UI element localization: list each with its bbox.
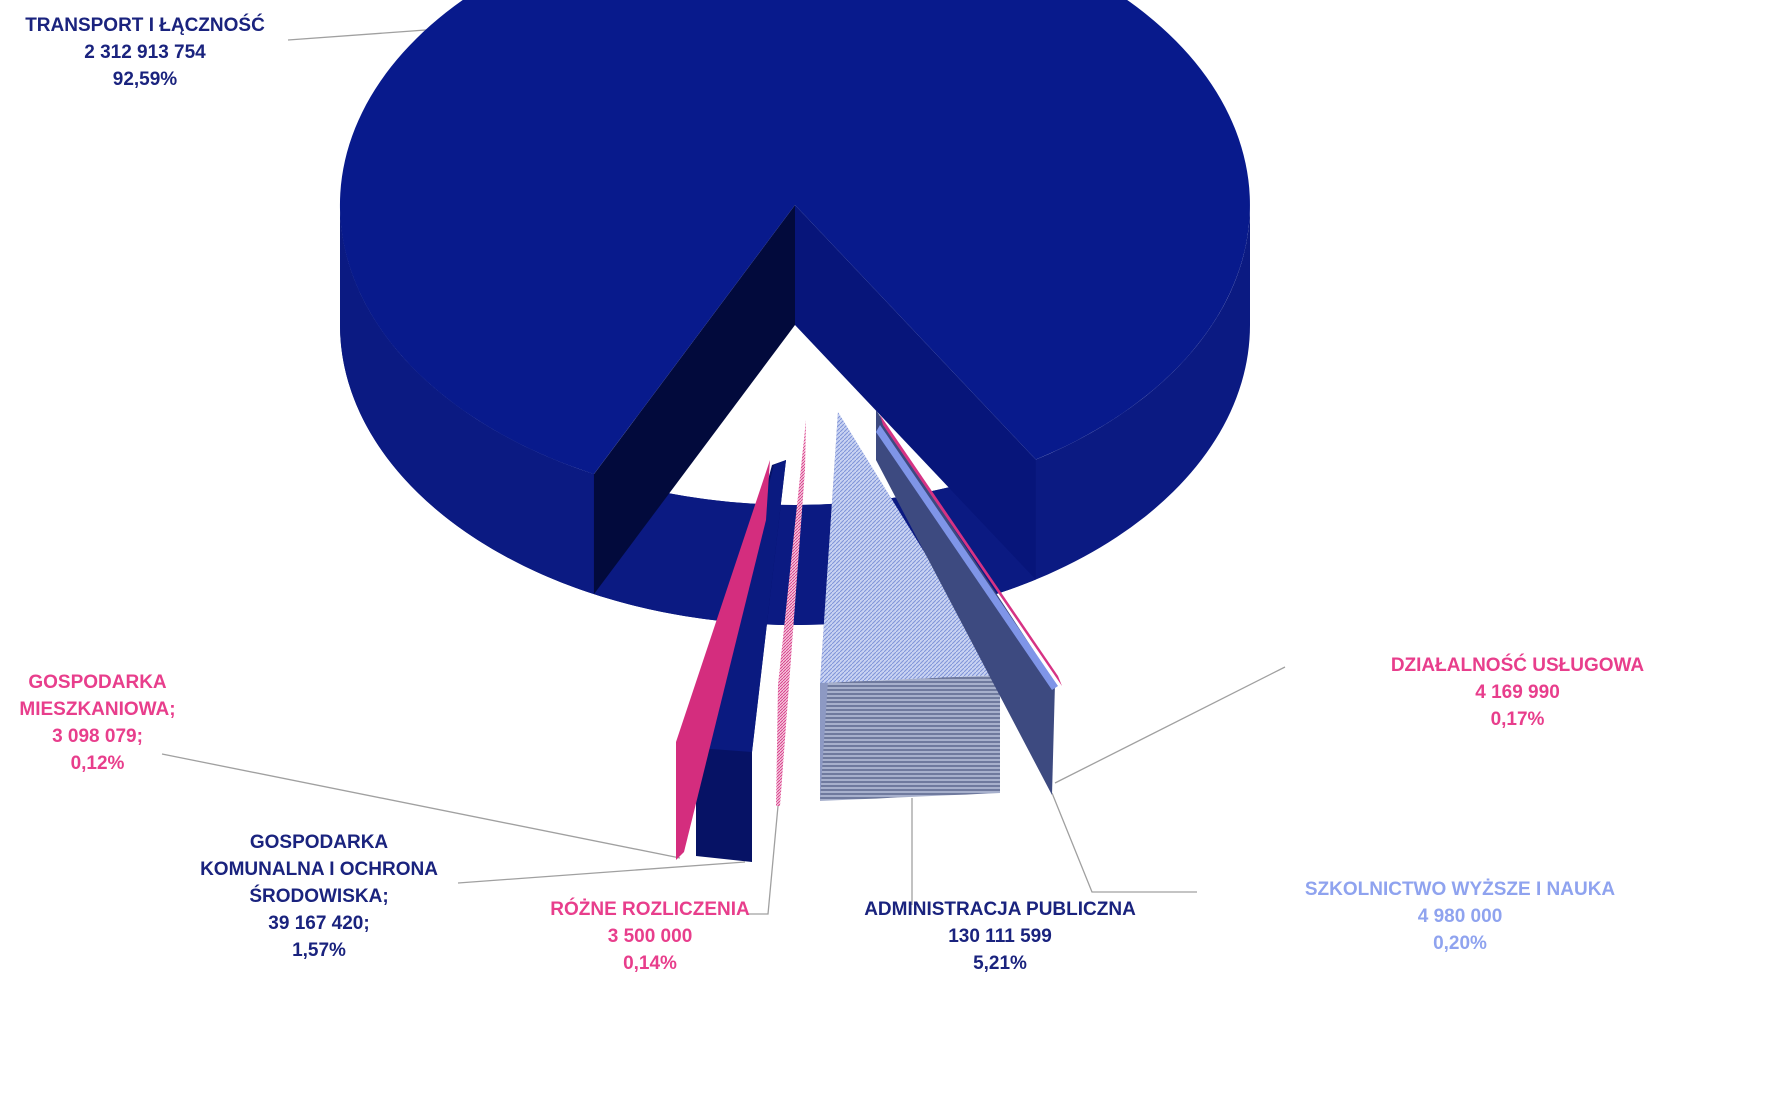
slice-rozne xyxy=(776,420,806,806)
slice-name: KOMUNALNA I OCHRONA xyxy=(200,859,438,880)
slice-value: 3 098 079; xyxy=(52,726,143,747)
slice-cut-right xyxy=(593,205,795,595)
slice-label: DZIAŁALNOŚĆ USŁUGOWA 4 169 990 0,17% xyxy=(1268,652,1767,733)
slice-name: GOSPODARKA xyxy=(249,832,389,853)
leader-line-6 xyxy=(161,753,681,859)
slice-label: SZKOLNICTWO WYŻSZE I NAUKA 4 980 000 0,20% xyxy=(1175,876,1745,957)
slice-cut-left xyxy=(795,205,1036,580)
slice-value: 4 169 990 xyxy=(1475,682,1560,703)
slice-label: GOSPODARKA KOMUNALNA I OCHRONA ŚRODOWISKA;… xyxy=(178,829,460,964)
slice-value: 3 500 000 xyxy=(607,926,693,947)
pie-slices xyxy=(340,0,1250,862)
slice-mieszkaniowa xyxy=(676,460,770,860)
slice-administracja-side xyxy=(876,410,1055,795)
slice-name: MIESZKANIOWA; xyxy=(19,699,176,720)
slice-label: TRANSPORT I ŁĄCZNOŚĆ 2 312 913 754 92,59% xyxy=(0,12,290,93)
slice-percent: 0,12% xyxy=(70,753,125,774)
slice-percent: 92,59% xyxy=(112,69,178,90)
slice-administracja xyxy=(820,412,1000,801)
slice-value: 130 111 599 xyxy=(948,926,1052,947)
slice-name: DZIAŁALNOŚĆ USŁUGOWA xyxy=(1390,655,1645,676)
slice-name: ADMINISTRACJA PUBLICZNA xyxy=(864,899,1136,920)
slice-percent: 5,21% xyxy=(973,953,1027,974)
slice-label: RÓŻNE ROZLICZENIA 3 500 000 0,14% xyxy=(535,896,765,977)
slice-value: 2 312 913 754 xyxy=(84,42,206,63)
leader-line-5 xyxy=(457,861,746,884)
leader-line-1 xyxy=(1054,666,1286,784)
slice-label: GOSPODARKA MIESZKANIOWA; 3 098 079; 0,12% xyxy=(0,669,195,777)
slice-name: SZKOLNICTWO WYŻSZE I NAUKA xyxy=(1304,879,1616,900)
slice-label: ADMINISTRACJA PUBLICZNA 130 111 599 5,21% xyxy=(840,896,1160,977)
slice-name: TRANSPORT I ŁĄCZNOŚĆ xyxy=(25,15,265,36)
slice-name: ŚRODOWISKA; xyxy=(249,886,389,907)
slice-name: RÓŻNE ROZLICZENIA xyxy=(550,899,750,920)
slice-name: GOSPODARKA xyxy=(28,672,167,693)
leader-line-2 xyxy=(1051,792,1197,893)
slice-value: 39 167 420; xyxy=(268,913,370,934)
slice-percent: 0,20% xyxy=(1433,933,1487,954)
leader-line-4 xyxy=(748,805,779,915)
slice-dzialalnosc xyxy=(880,415,1062,686)
slice-percent: 0,14% xyxy=(623,953,677,974)
slice-szkolnictwo xyxy=(876,425,1058,690)
slice-percent: 0,17% xyxy=(1490,709,1545,730)
slice-percent: 1,57% xyxy=(292,940,346,961)
slice-transport-top xyxy=(340,0,1250,475)
slice-value: 4 980 000 xyxy=(1417,906,1503,927)
